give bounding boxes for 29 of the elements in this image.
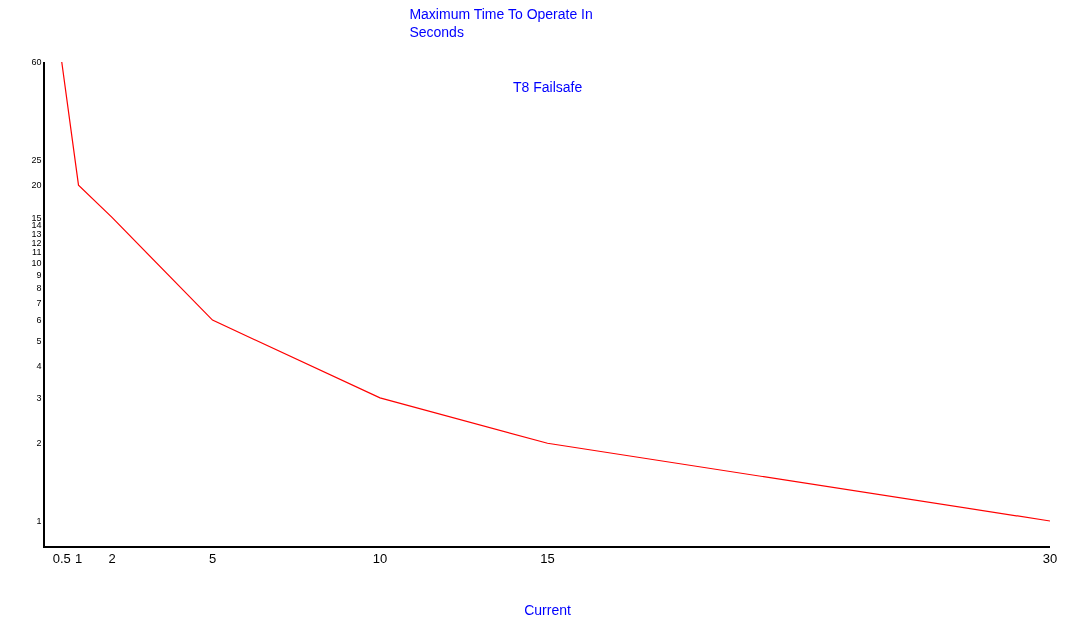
x-tick-label: 0.5 [52,551,71,567]
y-tick-label: 60 [31,57,42,68]
y-tick-label: 6 [36,315,42,326]
y-tick-label: 10 [31,258,42,269]
chart-title: Maximum Time To Operate In Seconds [409,5,593,41]
y-tick-label: 8 [36,283,42,294]
y-tick-label: 11 [32,247,42,258]
y-tick-label: 5 [36,335,42,346]
x-tick-label: 5 [208,551,217,567]
y-tick-label: 1 [36,516,42,527]
y-tick-label: 3 [36,392,42,403]
y-tick-label: 9 [36,269,42,280]
line-series [61,62,1050,522]
y-tick-label: 20 [31,180,42,191]
x-axis-title: Current [524,602,571,619]
y-tick-label: 4 [36,360,42,371]
y-tick-label: 12 [31,237,42,248]
y-tick-label: 2 [36,438,42,449]
y-tick-label: 14 [31,220,42,231]
text: T8 Failsafe [513,79,583,95]
x-tick-label: 1 [74,551,83,567]
y-tick-label: 7 [36,297,42,308]
x-tick-label: 15 [540,551,555,567]
x-tick-label: 2 [108,551,116,567]
x-tick-label: 10 [372,551,388,567]
y-tick-label: 15 [31,212,42,223]
y-tick-label: 25 [31,155,42,166]
x-tick-label: 30 [1042,551,1058,567]
y-tick-label: 13 [31,228,42,239]
